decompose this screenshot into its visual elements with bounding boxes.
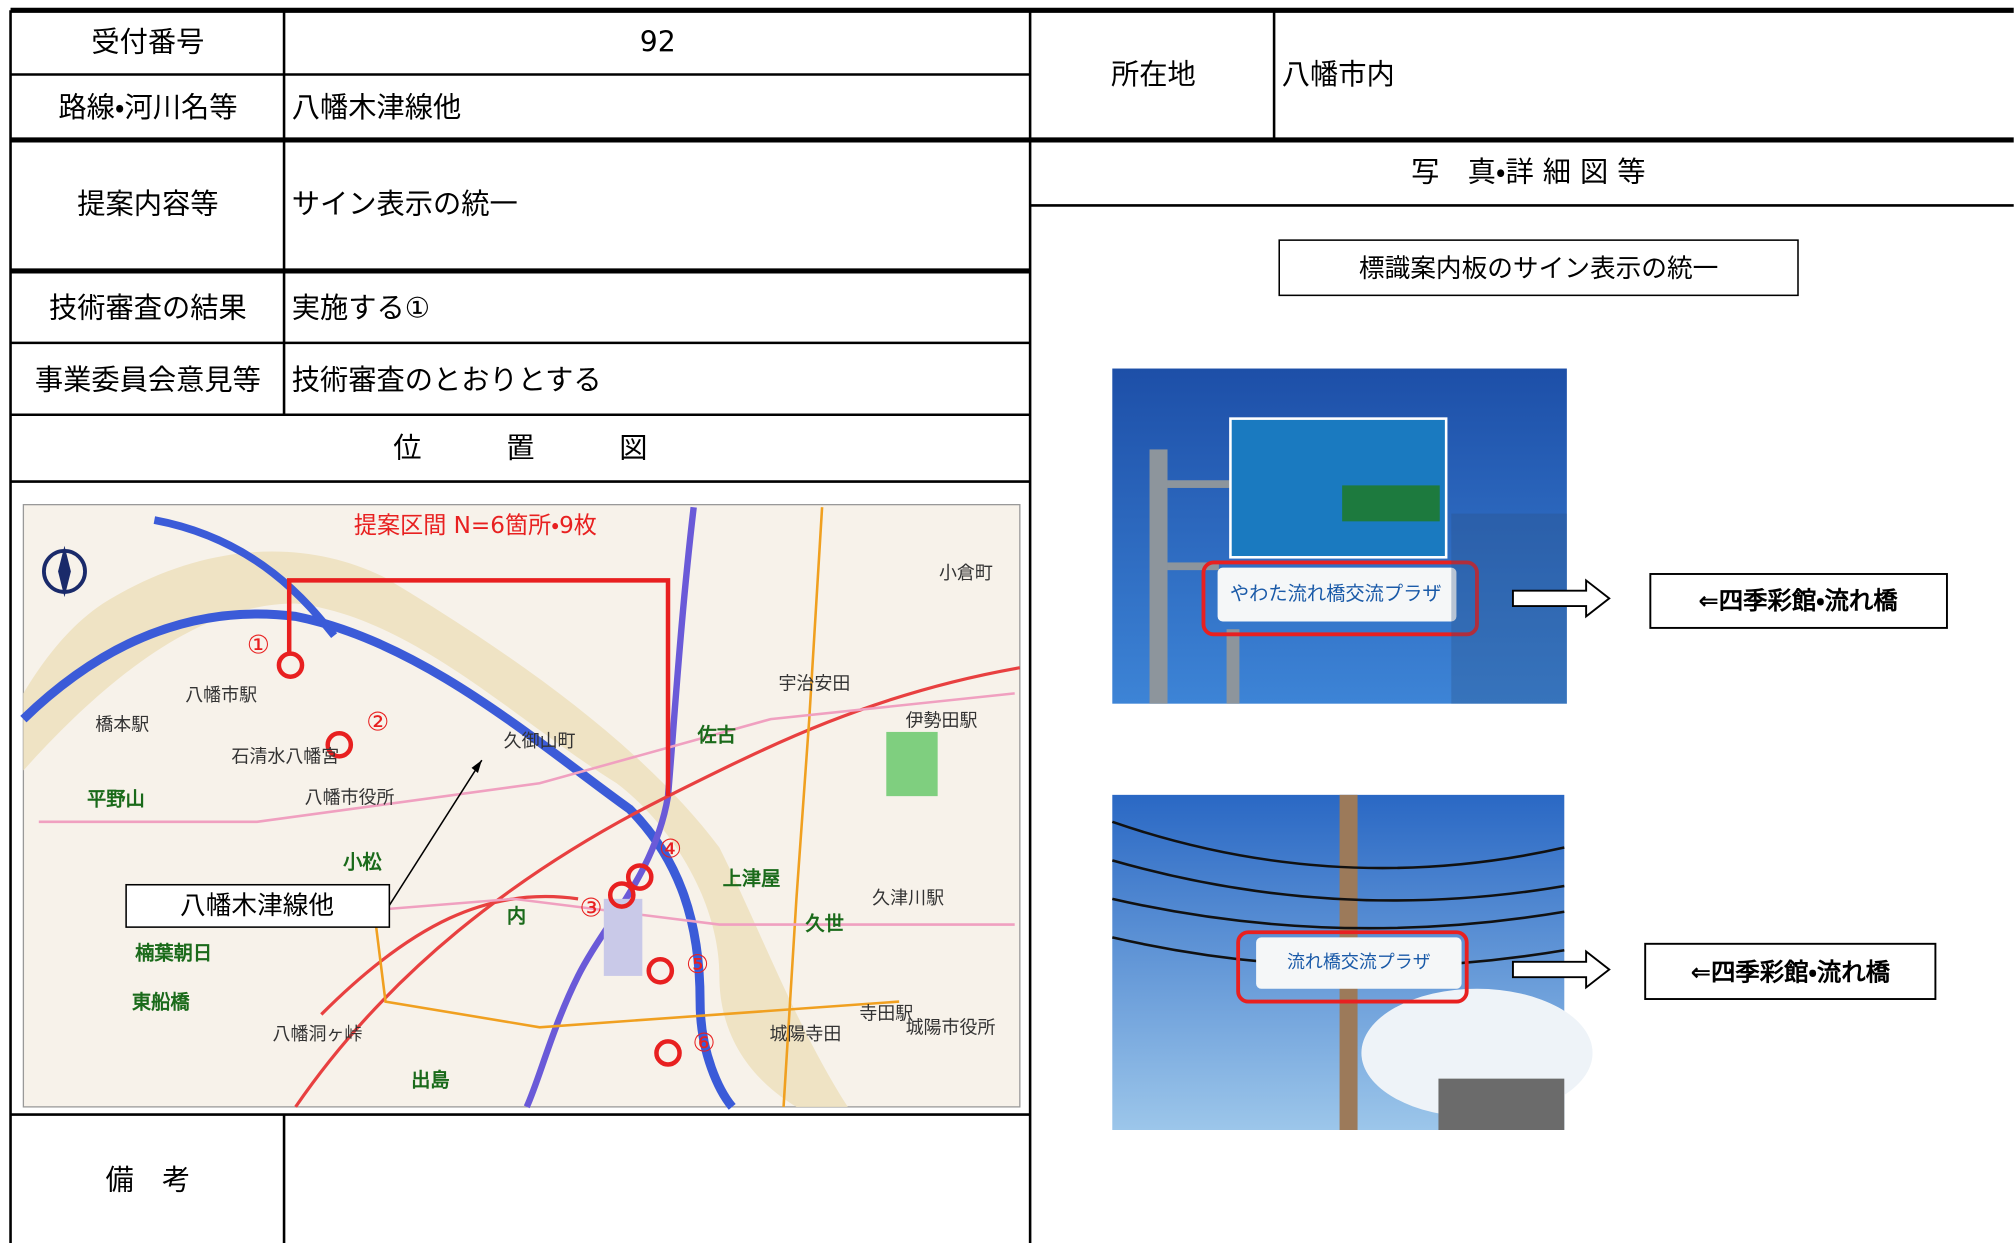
place-label: 内 <box>507 904 526 927</box>
place-label: 久津川駅 <box>872 888 944 909</box>
value: サイン表示の統一 <box>292 187 518 220</box>
place-label: 東船橋 <box>132 990 190 1013</box>
place-label: 寺田駅 <box>859 1003 913 1024</box>
place-label: 城陽寺田 <box>769 1024 841 1045</box>
label: 受付番号 <box>91 26 204 59</box>
place-label: 平野山 <box>87 787 145 810</box>
section-header: 写 真・詳 細 図 等 <box>1411 155 1645 188</box>
value: 八幡木津線他 <box>292 91 462 124</box>
sign-text: 流れ橋交流プラザ <box>1287 952 1431 973</box>
destination-box <box>1649 573 1948 629</box>
label: 提案内容等 <box>77 187 218 220</box>
point-marker <box>654 1039 682 1067</box>
destination-box <box>1644 942 1937 1000</box>
point-label: ③ <box>579 894 602 924</box>
destination: ⇐四季彩館・流れ橋 <box>1691 957 1891 986</box>
label: 事業委員会意見等 <box>35 363 261 396</box>
place-label: 宇治安田 <box>778 673 850 694</box>
point-label: ① <box>247 630 270 660</box>
place-label: 橋本駅 <box>95 715 149 736</box>
place-label: 小倉町 <box>939 563 993 584</box>
value: 92 <box>640 26 676 59</box>
point-label: ⑥ <box>692 1028 715 1058</box>
arrow <box>1511 949 1611 990</box>
point-marker <box>325 730 354 759</box>
point-label: ④ <box>659 835 682 865</box>
destination: ⇐四季彩館・流れ橋 <box>1698 586 1898 615</box>
place-label: 石清水八幡宮 <box>231 747 339 768</box>
map-annotation: 提案区間 N=6箇所・9枚 <box>354 513 597 539</box>
label: 所在地 <box>1111 58 1196 91</box>
point-label: ② <box>366 707 389 737</box>
form-grid <box>9 7 2014 1243</box>
sign-text: やわた流れ橋交流プラザ <box>1230 582 1442 605</box>
place-label: 伊勢田駅 <box>906 711 978 732</box>
photo: 流れ橋交流プラザ <box>1111 794 1593 1130</box>
value: 実施する① <box>292 291 430 324</box>
place-label: 八幡洞ヶ峠 <box>273 1024 363 1045</box>
value: 技術審査のとおりとする <box>292 363 602 396</box>
point-marker <box>625 863 654 891</box>
section-header: 位 置 図 <box>393 431 647 464</box>
label: 技術審査の結果 <box>49 291 247 324</box>
place-label: 城陽市役所 <box>906 1018 996 1039</box>
map-callout: 八幡木津線他 <box>180 891 334 921</box>
place-label: 久世 <box>805 912 844 935</box>
point-label: ⑤ <box>686 950 709 980</box>
point-marker <box>276 651 305 679</box>
place-label: 佐古 <box>697 723 737 746</box>
label: 備 考 <box>106 1163 191 1196</box>
label: 路線・河川名等 <box>58 91 237 124</box>
place-label: 楠葉朝日 <box>135 942 212 965</box>
value: 八幡市内 <box>1282 58 1395 91</box>
place-label: 八幡市駅 <box>185 685 257 706</box>
place-label: 小松 <box>343 850 382 873</box>
place-label: 上津屋 <box>723 867 781 890</box>
caption-box <box>1278 239 1799 297</box>
photo: やわた流れ橋交流プラザ <box>1112 368 1567 704</box>
point-marker <box>646 956 675 985</box>
arrow <box>1511 578 1611 619</box>
point-marker <box>607 881 636 909</box>
place-label: 久御山町 <box>504 731 576 752</box>
caption: 標識案内板のサイン表示の統一 <box>1359 254 1718 284</box>
place-label: 八幡市役所 <box>305 788 395 809</box>
place-label: 出島 <box>411 1069 450 1092</box>
